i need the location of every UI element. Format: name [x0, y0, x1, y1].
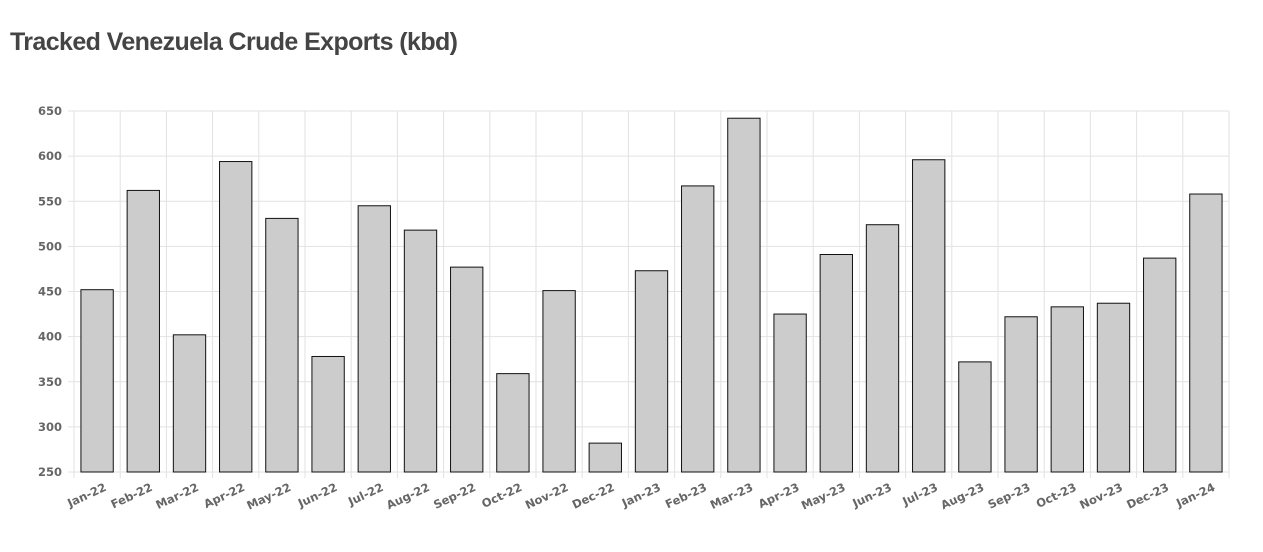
bar — [172, 334, 207, 473]
x-tick-label: Mar-23 — [708, 480, 755, 512]
bar — [1143, 257, 1177, 473]
x-tick-label: Nov-22 — [523, 480, 570, 512]
chart-title: Tracked Venezuela Crude Exports (kbd) — [10, 28, 458, 56]
x-tick-label: Oct-22 — [479, 480, 524, 511]
grid-lines — [68, 110, 1230, 478]
y-tick-label: 300 — [38, 420, 62, 434]
bar — [681, 185, 715, 473]
y-axis-ticks: 250 300 350 400 450 500 550 600 650 — [38, 104, 62, 479]
x-tick-label: Jan-23 — [619, 480, 663, 510]
x-tick-label: May-22 — [245, 480, 294, 513]
x-tick-label: Jan-24 — [1173, 480, 1217, 510]
x-tick-label: Aug-22 — [384, 480, 432, 512]
bar — [912, 159, 946, 473]
bar — [1096, 302, 1131, 473]
x-tick-label: Feb-22 — [109, 480, 155, 511]
bar — [450, 266, 484, 473]
x-tick-label: Oct-23 — [1034, 480, 1079, 511]
bar — [1050, 306, 1084, 473]
x-tick-label: Aug-23 — [938, 480, 986, 512]
bar — [634, 270, 669, 473]
bar — [1189, 193, 1223, 473]
bar — [727, 117, 761, 473]
x-tick-label: Dec-22 — [570, 480, 617, 512]
y-tick-label: 550 — [38, 194, 62, 208]
y-tick-label: 450 — [38, 285, 62, 299]
bar — [80, 289, 114, 473]
y-tick-label: 250 — [38, 465, 62, 479]
bar — [865, 224, 900, 473]
x-tick-label: Nov-23 — [1077, 480, 1124, 512]
bar — [403, 229, 438, 473]
x-tick-label: Sep-22 — [431, 480, 478, 512]
y-tick-label: 650 — [38, 104, 62, 118]
x-tick-label: Sep-23 — [986, 480, 1033, 512]
x-tick-label: Jul-22 — [345, 480, 386, 509]
bar — [1004, 316, 1038, 473]
x-tick-label: Apr-22 — [202, 480, 247, 511]
x-tick-label: Jul-23 — [899, 480, 940, 509]
bar — [126, 189, 160, 473]
bar — [311, 355, 345, 473]
x-tick-label: Dec-23 — [1124, 480, 1171, 512]
bar — [265, 217, 299, 473]
bar — [588, 442, 622, 473]
bar — [773, 313, 807, 473]
bar — [357, 205, 391, 473]
x-tick-label: May-23 — [799, 480, 848, 513]
x-tick-label: Apr-23 — [756, 480, 801, 511]
x-tick-label: Mar-22 — [153, 480, 200, 512]
bar — [958, 361, 992, 473]
x-tick-label: Feb-23 — [663, 480, 709, 511]
bar — [219, 161, 253, 473]
bar — [496, 373, 530, 473]
bar — [819, 254, 853, 473]
y-tick-label: 400 — [38, 330, 62, 344]
y-tick-label: 600 — [38, 149, 62, 163]
x-tick-label: Jan-22 — [64, 480, 108, 510]
bar — [542, 290, 576, 473]
bars — [80, 117, 1223, 473]
x-tick-label: Jun-23 — [849, 480, 893, 511]
y-tick-label: 350 — [38, 375, 62, 389]
x-tick-label: Jun-22 — [295, 480, 339, 511]
y-tick-label: 500 — [38, 239, 62, 253]
